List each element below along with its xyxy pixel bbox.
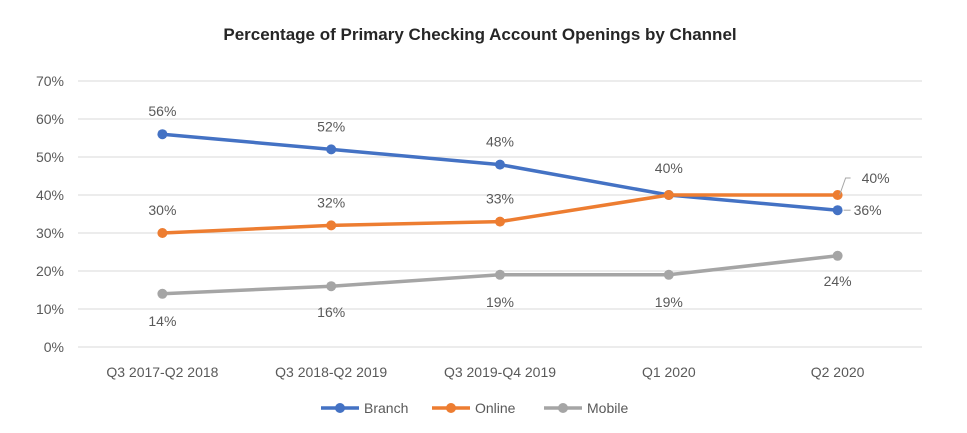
- y-tick-label: 70%: [36, 73, 64, 89]
- data-point-branch: [157, 129, 168, 140]
- data-label-mobile: 24%: [824, 273, 852, 289]
- legend: Branch Online Mobile: [321, 400, 628, 416]
- data-label-mobile: 19%: [486, 294, 514, 310]
- data-label-online: 40%: [862, 170, 890, 186]
- data-label-branch: 52%: [317, 118, 345, 134]
- data-point-online: [157, 228, 168, 238]
- y-tick-label: 50%: [36, 149, 64, 165]
- data-label-mobile: 14%: [148, 313, 176, 329]
- y-tick-label: 60%: [36, 111, 64, 127]
- data-point-branch: [832, 205, 843, 216]
- data-point-mobile: [495, 269, 505, 280]
- data-label-online: 30%: [148, 202, 176, 218]
- x-tick-label: Q3 2019-Q4 2019: [444, 364, 556, 380]
- legend-marker-mobile: [558, 403, 568, 413]
- x-tick-label: Q3 2017-Q2 2018: [106, 364, 218, 380]
- data-point-mobile: [326, 281, 337, 292]
- data-point-branch: [495, 159, 505, 170]
- data-label-branch: 36%: [854, 202, 882, 218]
- x-tick-label: Q3 2018-Q2 2019: [275, 364, 387, 380]
- data-point-branch: [326, 144, 337, 155]
- y-tick-label: 30%: [36, 225, 64, 241]
- data-point-mobile: [663, 269, 674, 280]
- y-axis: 0% 10% 20% 30% 40% 50% 60% 70%: [36, 73, 64, 355]
- data-point-mobile: [157, 288, 168, 299]
- data-label-online: 32%: [317, 194, 345, 210]
- x-tick-label: Q1 2020: [642, 364, 696, 380]
- leader-line: [839, 177, 851, 196]
- legend-label-branch: Branch: [364, 400, 408, 416]
- data-label-online: 40%: [655, 160, 683, 176]
- x-tick-label: Q2 2020: [811, 364, 865, 380]
- y-tick-label: 20%: [36, 263, 64, 279]
- legend-label-mobile: Mobile: [587, 400, 628, 416]
- y-tick-label: 40%: [36, 187, 64, 203]
- chart-title: Percentage of Primary Checking Account O…: [223, 25, 736, 44]
- data-label-branch: 56%: [148, 103, 176, 119]
- x-axis: Q3 2017-Q2 2018 Q3 2018-Q2 2019 Q3 2019-Q4…: [106, 364, 864, 380]
- y-tick-label: 0%: [44, 339, 64, 355]
- legend-marker-online: [446, 403, 456, 413]
- y-tick-label: 10%: [36, 301, 64, 317]
- data-point-online: [663, 190, 674, 200]
- data-label-branch: 48%: [486, 134, 514, 150]
- legend-marker-branch: [335, 403, 345, 413]
- legend-label-online: Online: [475, 400, 516, 416]
- data-label-online: 33%: [486, 191, 514, 207]
- data-labels: 56% 52% 48% 36% 30% 32% 33% 40% 40% 14% 16% 19% 19% 2…: [148, 103, 889, 329]
- data-label-mobile: 19%: [655, 294, 683, 310]
- data-point-online: [495, 216, 505, 227]
- series-group: [157, 129, 843, 299]
- data-point-online: [326, 220, 337, 231]
- data-point-mobile: [832, 250, 843, 261]
- data-label-mobile: 16%: [317, 304, 345, 320]
